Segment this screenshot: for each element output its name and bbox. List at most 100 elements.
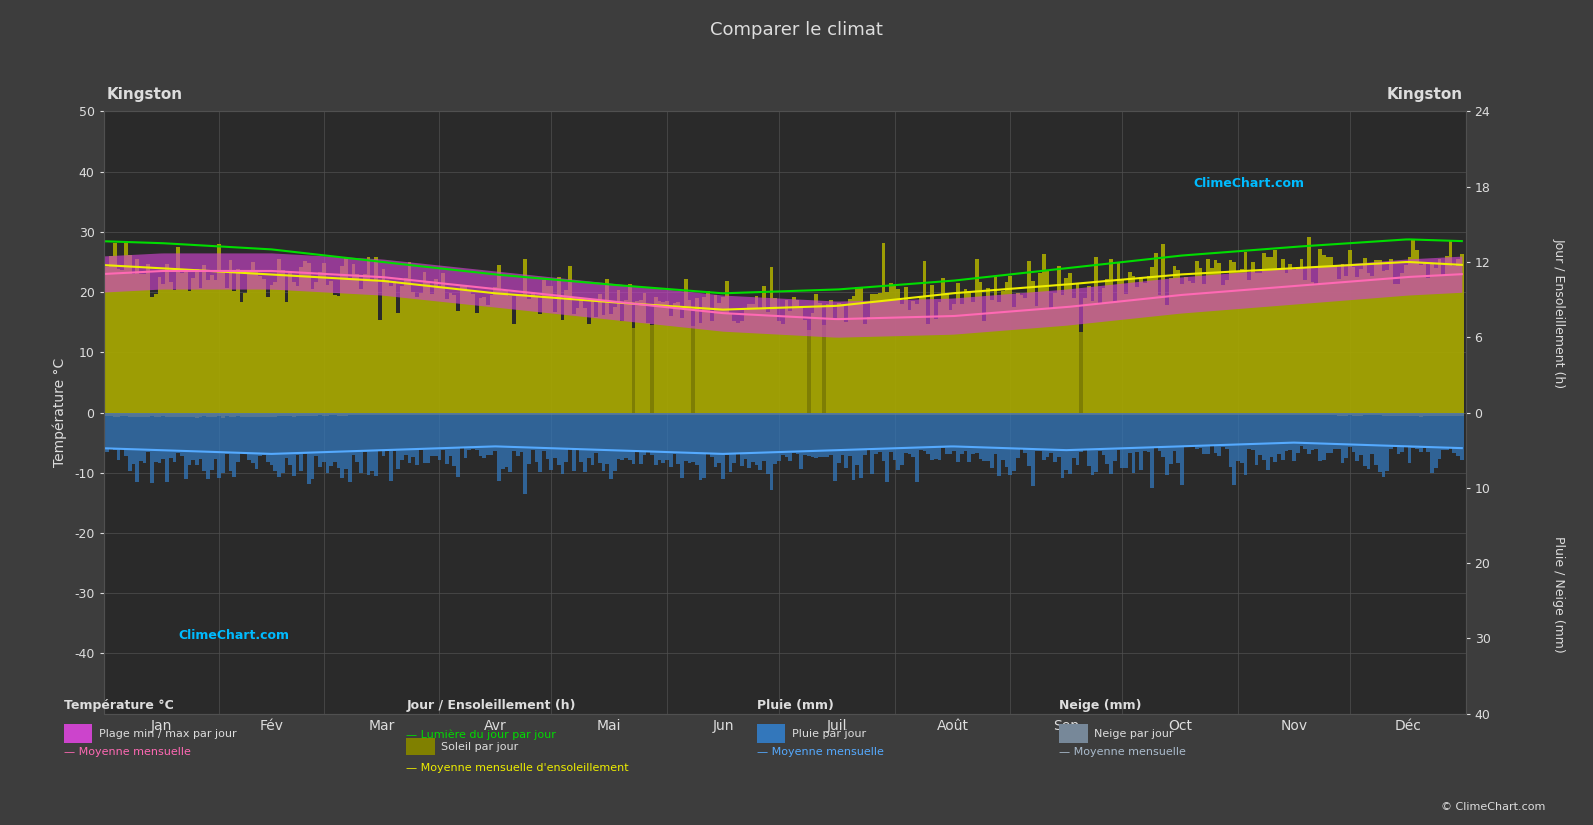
Bar bbox=[244, 293, 247, 412]
Bar bbox=[922, 412, 927, 451]
Bar bbox=[978, 412, 983, 459]
Bar bbox=[508, 412, 513, 472]
Bar bbox=[781, 412, 785, 415]
Bar bbox=[441, 412, 444, 450]
Text: Comparer le climat: Comparer le climat bbox=[710, 21, 883, 39]
Bar bbox=[1442, 412, 1445, 416]
Bar bbox=[1128, 412, 1131, 453]
Bar bbox=[994, 277, 997, 412]
Bar bbox=[761, 286, 766, 412]
Bar bbox=[886, 292, 889, 412]
Bar bbox=[796, 412, 800, 454]
Bar bbox=[903, 412, 908, 453]
Bar bbox=[397, 313, 400, 412]
Bar bbox=[1023, 298, 1027, 412]
Bar bbox=[456, 311, 460, 412]
Bar bbox=[519, 412, 524, 452]
Bar bbox=[303, 261, 307, 412]
Bar bbox=[1172, 412, 1176, 415]
Bar bbox=[631, 412, 636, 464]
Bar bbox=[739, 412, 744, 415]
Bar bbox=[1266, 412, 1270, 415]
Bar bbox=[1192, 412, 1195, 446]
Bar bbox=[378, 320, 382, 412]
Bar bbox=[945, 293, 949, 412]
Bar bbox=[288, 271, 292, 412]
Bar bbox=[110, 412, 113, 416]
Bar bbox=[307, 412, 311, 483]
Bar bbox=[550, 285, 553, 412]
Bar bbox=[1225, 412, 1228, 449]
Bar bbox=[919, 412, 922, 450]
Bar bbox=[680, 318, 683, 412]
Bar bbox=[1348, 251, 1352, 412]
Bar bbox=[524, 258, 527, 412]
Bar bbox=[263, 412, 266, 455]
Bar bbox=[836, 412, 841, 415]
Bar bbox=[602, 315, 605, 412]
Bar bbox=[1050, 412, 1053, 415]
Bar bbox=[747, 412, 750, 415]
Bar bbox=[1415, 412, 1419, 416]
Bar bbox=[755, 412, 758, 465]
Bar bbox=[113, 243, 116, 412]
Bar bbox=[411, 412, 416, 415]
Bar bbox=[405, 412, 408, 455]
Bar bbox=[269, 412, 274, 464]
Bar bbox=[605, 279, 609, 412]
Bar bbox=[964, 412, 967, 451]
Bar bbox=[191, 412, 194, 417]
Bar bbox=[263, 412, 266, 417]
Bar bbox=[1233, 262, 1236, 412]
Bar bbox=[956, 412, 961, 415]
Bar bbox=[411, 412, 416, 457]
Bar bbox=[188, 412, 191, 417]
Bar bbox=[1061, 412, 1064, 415]
Bar bbox=[822, 412, 825, 415]
Bar bbox=[642, 412, 647, 415]
Bar bbox=[628, 412, 631, 460]
Bar bbox=[135, 412, 139, 482]
Bar bbox=[1139, 412, 1142, 470]
Bar bbox=[444, 412, 449, 415]
Bar bbox=[363, 412, 366, 415]
Bar bbox=[336, 296, 341, 412]
Bar bbox=[217, 412, 221, 478]
Bar bbox=[639, 412, 642, 415]
Bar bbox=[180, 412, 183, 417]
Bar bbox=[166, 412, 169, 483]
Bar bbox=[389, 412, 393, 415]
Bar bbox=[636, 412, 639, 452]
Bar bbox=[1225, 280, 1228, 412]
Bar bbox=[733, 321, 736, 412]
Bar bbox=[938, 412, 941, 415]
Bar bbox=[1214, 412, 1217, 415]
Bar bbox=[1117, 412, 1120, 450]
Bar bbox=[1180, 284, 1184, 412]
Bar bbox=[422, 412, 427, 463]
Bar bbox=[967, 412, 972, 415]
Bar bbox=[405, 278, 408, 412]
Bar bbox=[1306, 412, 1311, 415]
Bar bbox=[1333, 266, 1337, 412]
Bar bbox=[258, 412, 263, 455]
Bar bbox=[449, 294, 452, 412]
Bar bbox=[784, 412, 789, 415]
Bar bbox=[1008, 412, 1012, 475]
Bar bbox=[930, 412, 933, 415]
Bar bbox=[1378, 412, 1381, 415]
Bar bbox=[800, 412, 803, 415]
Bar bbox=[1284, 412, 1289, 450]
Bar bbox=[953, 412, 956, 451]
Bar bbox=[822, 412, 825, 456]
Bar bbox=[180, 412, 183, 456]
Bar bbox=[814, 412, 819, 458]
Bar bbox=[647, 412, 650, 452]
Bar bbox=[386, 412, 389, 415]
Bar bbox=[1434, 412, 1437, 468]
Bar bbox=[808, 329, 811, 412]
Bar bbox=[677, 302, 680, 412]
Text: Température °C: Température °C bbox=[64, 700, 174, 713]
Bar bbox=[1258, 412, 1262, 415]
Bar bbox=[897, 290, 900, 412]
